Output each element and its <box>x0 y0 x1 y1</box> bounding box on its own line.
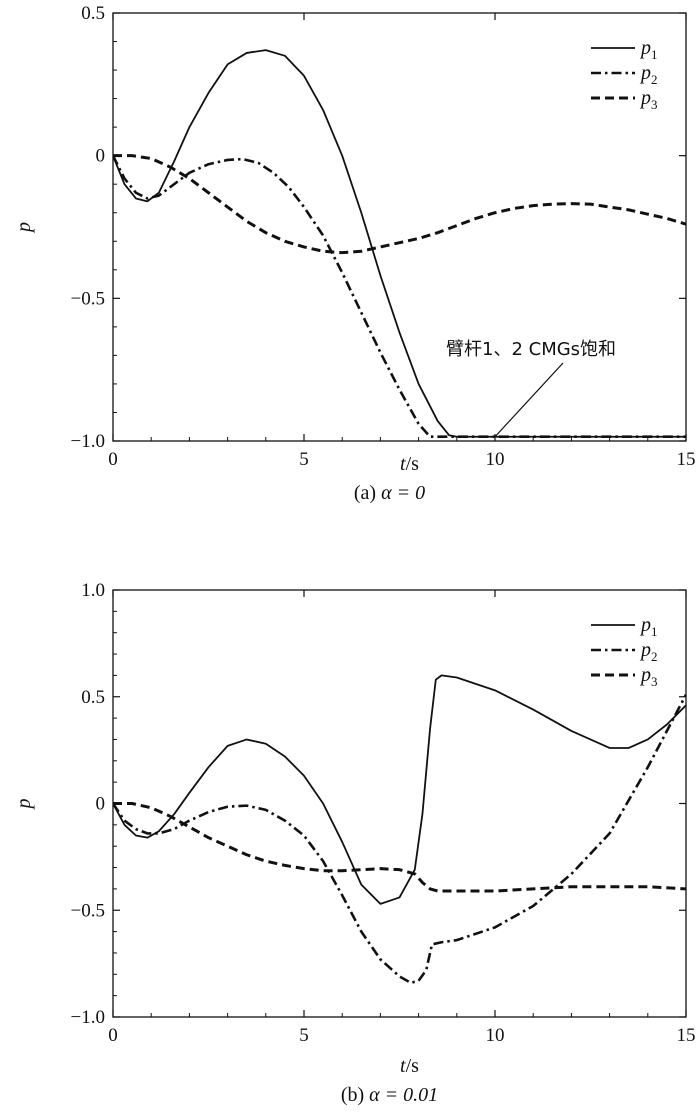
legend-label-sub: 3 <box>651 674 658 689</box>
x-tick-label: 0 <box>108 1025 118 1046</box>
x-axis-label: t/s <box>400 453 419 475</box>
y-tick-label: 0 <box>96 146 106 167</box>
y-axis-label: p <box>13 222 35 234</box>
annotation-leader <box>494 362 564 438</box>
x-tick-label: 5 <box>299 449 309 470</box>
y-tick-label: 1.0 <box>81 580 105 601</box>
legend-label-sub: 3 <box>651 97 658 112</box>
series-line-p3 <box>113 802 686 893</box>
legend-label-sub: 1 <box>651 624 658 639</box>
y-axis-label: p <box>13 799 35 811</box>
x-axis-label: t/s <box>400 1055 419 1077</box>
x-axis-label-var: t <box>400 1055 406 1077</box>
panel-caption: (b) α = 0.01 <box>341 1084 438 1106</box>
y-tick-label: 0 <box>96 794 106 815</box>
legend-label-main: p <box>639 37 651 59</box>
y-tick-label: 0.5 <box>81 3 105 24</box>
caption-alpha: α = 0 <box>381 482 425 504</box>
caption-panel-id: (b) <box>341 1084 369 1106</box>
annotation-label: 臂杆1、2 CMGs饱和 <box>446 339 616 360</box>
series-line-p2 <box>113 155 686 439</box>
legend-label-main: p <box>639 87 651 109</box>
plot-frame <box>112 589 687 1018</box>
x-tick-label: 10 <box>486 1025 505 1046</box>
x-tick-label: 5 <box>299 1025 309 1046</box>
x-tick-label: 15 <box>677 449 696 470</box>
panel-caption: (a) α = 0 <box>354 482 425 504</box>
series-line-p1 <box>113 674 686 905</box>
x-axis-label-var: t <box>400 453 406 475</box>
y-tick-label: −0.5 <box>71 900 105 921</box>
legend-label-p2: p2 <box>639 639 658 664</box>
legend-label-p3: p3 <box>639 87 658 112</box>
x-tick-label: 0 <box>108 449 118 470</box>
x-tick-label: 15 <box>677 1025 696 1046</box>
y-tick-label: 0.5 <box>81 687 105 708</box>
legend-label-sub: 2 <box>651 649 658 664</box>
caption-alpha: α = 0.01 <box>369 1084 438 1106</box>
y-tick-label: −1.0 <box>71 431 105 452</box>
series-line-p3 <box>113 154 686 255</box>
x-axis-label-unit: /s <box>406 453 420 475</box>
legend-label-sub: 1 <box>651 47 658 62</box>
x-axis-label-unit: /s <box>406 1055 420 1077</box>
legend-label-p1: p1 <box>639 614 658 639</box>
legend-label-main: p <box>639 639 651 661</box>
chart-panel-a: 0 5 10 150.50−0.5−1.0pt/s(a) α = 0p1p2p3臂杆1… <box>13 3 696 504</box>
chart-panel-b: 0 5 10 151.00.50−0.5−1.0pt/s(b) α = 0.01p1p… <box>13 580 696 1106</box>
legend-label-main: p <box>639 614 651 636</box>
plot-frame <box>112 12 687 442</box>
legend-label-p1: p1 <box>639 37 658 62</box>
legend-label-p3: p3 <box>639 664 658 689</box>
series-line-p2 <box>113 694 686 985</box>
legend-label-p2: p2 <box>639 62 658 87</box>
legend-label-main: p <box>639 62 651 84</box>
legend-label-main: p <box>639 664 651 686</box>
y-tick-label: −0.5 <box>71 288 105 309</box>
legend-label-sub: 2 <box>651 72 658 87</box>
caption-panel-id: (a) <box>354 482 381 504</box>
y-tick-label: −1.0 <box>71 1007 105 1028</box>
x-tick-label: 10 <box>486 449 505 470</box>
